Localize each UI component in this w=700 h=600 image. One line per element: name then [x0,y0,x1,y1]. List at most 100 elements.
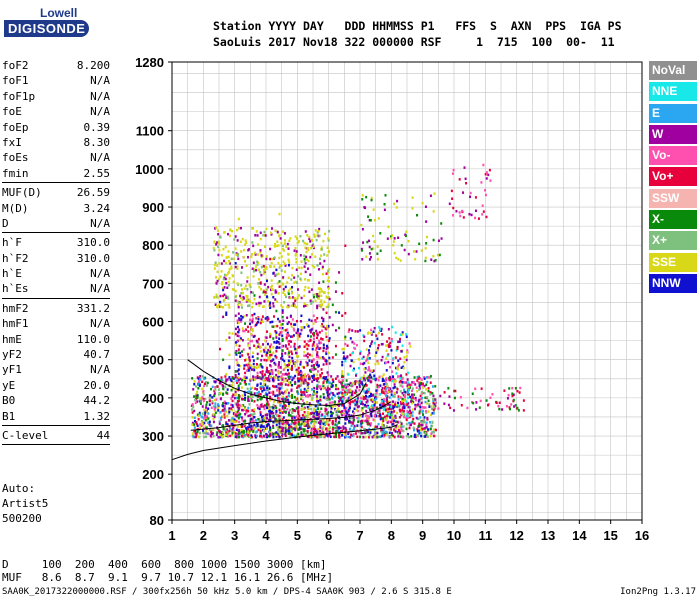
echo-point [226,388,229,391]
echo-point [244,284,247,287]
echo-point [406,413,409,416]
echo-point [230,388,233,392]
echo-point [469,191,472,195]
echo-point [345,379,348,382]
echo-point [450,189,453,193]
echo-point [433,401,436,405]
echo-point [192,388,195,391]
echo-point [248,361,251,365]
echo-point [193,423,196,426]
echo-point [196,400,199,403]
echo-point [219,236,222,239]
echo-point [356,435,359,439]
echo-point [341,360,344,364]
echo-point [315,395,318,398]
echo-point [396,401,399,405]
echo-point [317,401,320,404]
echo-point [413,428,416,432]
echo-point [264,417,267,420]
echo-point [383,202,386,206]
echo-point [216,264,219,267]
echo-point [196,430,199,434]
echo-point [316,363,319,367]
echo-point [351,383,354,386]
echo-point [398,430,401,433]
echo-point [451,172,454,175]
echo-point [308,425,311,429]
echo-point [413,422,416,425]
legend-item: SSW [649,188,697,208]
echo-point [326,394,329,397]
echo-point [399,420,402,424]
echo-points [190,163,525,439]
echo-point [262,425,265,428]
echo-point [416,379,419,382]
echo-point [232,412,235,415]
echo-point [255,323,258,327]
echo-point [297,331,300,335]
echo-point [283,239,286,242]
echo-point [348,416,351,420]
echo-point [328,356,331,360]
echo-point [286,379,289,382]
echo-point [247,344,250,347]
echo-point [212,246,215,250]
echo-point [369,344,372,348]
echo-point [269,332,272,336]
echo-point [269,428,272,432]
file-info-footer: SAA0K_2017322000000.RSF / 300fx256h 50 k… [2,587,452,597]
echo-point [256,260,259,264]
echo-point [209,394,212,397]
echo-point [388,390,391,394]
echo-point [326,296,329,299]
echo-point [239,382,242,385]
echo-point [262,405,265,408]
echo-point [234,435,237,438]
echo-point [381,434,384,438]
echo-point [259,350,262,353]
echo-point [421,384,424,388]
echo-point [383,208,386,212]
echo-point [304,230,307,233]
param-name: foF1 [2,74,29,88]
echo-point [402,365,405,369]
echo-point [354,391,357,395]
echo-point [230,379,233,383]
echo-point [459,395,462,399]
echo-point [393,419,396,422]
echo-point [235,433,238,436]
echo-point [234,265,237,269]
echo-point [328,337,331,340]
echo-point [372,208,375,211]
echo-point [516,389,519,393]
echo-point [334,384,337,387]
echo-point [322,308,325,311]
echo-point [361,194,364,197]
echo-point [225,379,228,383]
echo-point [287,429,290,433]
param-row: fmin 2.55 [2,166,110,181]
echo-point [278,342,281,345]
echo-point [386,395,389,398]
echo-point [274,354,277,358]
echo-point [312,358,315,361]
echo-point [281,411,284,414]
echo-point [394,331,397,334]
echo-point [281,345,284,348]
echo-point [269,265,272,268]
echo-point [324,379,327,382]
echo-point [376,245,379,248]
echo-point [401,377,404,381]
echo-point [266,295,268,298]
echo-point [367,435,370,439]
echo-point [322,382,325,386]
echo-point [274,298,277,301]
echo-point [245,313,248,317]
echo-point [387,360,390,364]
echo-point [387,400,390,404]
echo-point [433,192,436,195]
echo-point [231,405,234,409]
echo-point [420,249,423,252]
echo-point [385,344,388,347]
echo-point [272,272,275,275]
